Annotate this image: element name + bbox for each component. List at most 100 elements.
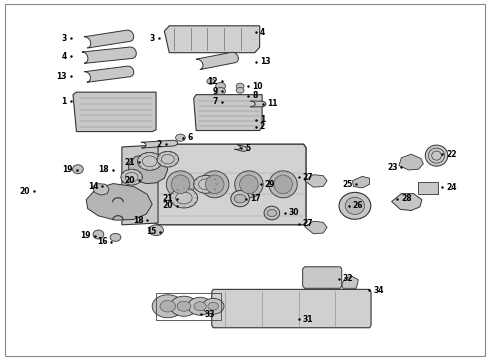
- Text: 8: 8: [252, 91, 258, 100]
- Text: 1: 1: [260, 115, 265, 124]
- Circle shape: [149, 225, 163, 235]
- Ellipse shape: [345, 197, 365, 215]
- Circle shape: [152, 295, 183, 318]
- Text: 27: 27: [303, 173, 313, 182]
- Polygon shape: [303, 267, 342, 288]
- Ellipse shape: [425, 145, 448, 166]
- Circle shape: [177, 301, 191, 311]
- Circle shape: [121, 169, 143, 185]
- Text: 20: 20: [162, 201, 172, 210]
- Text: 30: 30: [289, 208, 299, 217]
- Polygon shape: [122, 145, 158, 225]
- Text: 1: 1: [61, 96, 67, 105]
- Polygon shape: [392, 194, 422, 211]
- Text: 2: 2: [157, 140, 162, 149]
- Ellipse shape: [339, 192, 371, 219]
- Circle shape: [194, 302, 206, 311]
- Circle shape: [157, 151, 178, 167]
- Polygon shape: [250, 101, 266, 107]
- Text: 18: 18: [98, 166, 109, 175]
- Text: 18: 18: [133, 216, 144, 225]
- Text: 21: 21: [124, 158, 135, 167]
- Circle shape: [234, 194, 246, 203]
- Circle shape: [176, 192, 192, 204]
- Text: 15: 15: [146, 228, 156, 237]
- Text: 34: 34: [373, 286, 384, 295]
- Polygon shape: [342, 276, 358, 288]
- Polygon shape: [194, 95, 262, 131]
- Circle shape: [236, 83, 244, 89]
- Text: 25: 25: [342, 180, 352, 189]
- Ellipse shape: [269, 171, 297, 198]
- Polygon shape: [84, 30, 134, 48]
- Text: 7: 7: [213, 97, 218, 106]
- Polygon shape: [305, 175, 327, 187]
- Text: 2: 2: [260, 122, 265, 131]
- Text: 6: 6: [187, 133, 193, 142]
- Text: 19: 19: [80, 231, 91, 240]
- Circle shape: [125, 172, 138, 182]
- Ellipse shape: [200, 171, 229, 198]
- Polygon shape: [352, 176, 369, 188]
- Circle shape: [160, 301, 175, 312]
- Ellipse shape: [166, 171, 195, 198]
- Ellipse shape: [73, 165, 83, 174]
- Circle shape: [143, 156, 157, 167]
- Ellipse shape: [171, 175, 190, 194]
- Circle shape: [207, 78, 215, 84]
- Polygon shape: [93, 184, 109, 195]
- Circle shape: [194, 175, 218, 193]
- Ellipse shape: [93, 230, 104, 239]
- Circle shape: [170, 296, 197, 316]
- Circle shape: [138, 152, 162, 170]
- Text: 21: 21: [162, 194, 172, 203]
- Ellipse shape: [235, 171, 263, 198]
- Text: 24: 24: [446, 183, 457, 192]
- Text: 13: 13: [56, 72, 67, 81]
- Ellipse shape: [231, 190, 249, 207]
- Polygon shape: [84, 66, 134, 82]
- Text: 13: 13: [260, 57, 270, 66]
- Text: 3: 3: [149, 34, 155, 43]
- Circle shape: [236, 87, 244, 93]
- Polygon shape: [164, 26, 260, 53]
- Text: 23: 23: [387, 163, 397, 172]
- Text: 5: 5: [245, 144, 250, 153]
- Text: 16: 16: [97, 237, 107, 246]
- Ellipse shape: [264, 206, 280, 220]
- Text: 26: 26: [352, 201, 363, 210]
- Bar: [156, 293, 220, 320]
- Text: 29: 29: [265, 180, 275, 189]
- Text: 3: 3: [61, 34, 67, 43]
- Text: 33: 33: [205, 310, 216, 319]
- Text: 19: 19: [63, 166, 73, 175]
- Text: 22: 22: [446, 150, 457, 159]
- Text: 31: 31: [303, 315, 313, 324]
- Polygon shape: [196, 52, 239, 69]
- Ellipse shape: [274, 175, 293, 194]
- Polygon shape: [305, 221, 327, 234]
- Ellipse shape: [240, 175, 258, 194]
- Circle shape: [216, 82, 225, 90]
- Text: 20: 20: [124, 176, 135, 185]
- Polygon shape: [235, 144, 247, 151]
- Circle shape: [208, 302, 219, 310]
- Circle shape: [161, 154, 174, 164]
- Text: 17: 17: [250, 194, 261, 203]
- Ellipse shape: [205, 175, 224, 194]
- Polygon shape: [129, 153, 168, 184]
- Text: 9: 9: [213, 86, 218, 95]
- Text: 11: 11: [267, 99, 277, 108]
- Text: 12: 12: [208, 77, 218, 86]
- Polygon shape: [86, 184, 152, 220]
- Text: 32: 32: [343, 274, 353, 283]
- Circle shape: [170, 188, 197, 208]
- Polygon shape: [399, 154, 423, 170]
- Text: 4: 4: [61, 52, 67, 61]
- Text: 27: 27: [303, 219, 313, 228]
- Bar: [418, 182, 438, 194]
- Polygon shape: [73, 92, 156, 132]
- Text: 10: 10: [252, 82, 263, 91]
- Text: 20: 20: [20, 187, 30, 196]
- Polygon shape: [141, 140, 178, 148]
